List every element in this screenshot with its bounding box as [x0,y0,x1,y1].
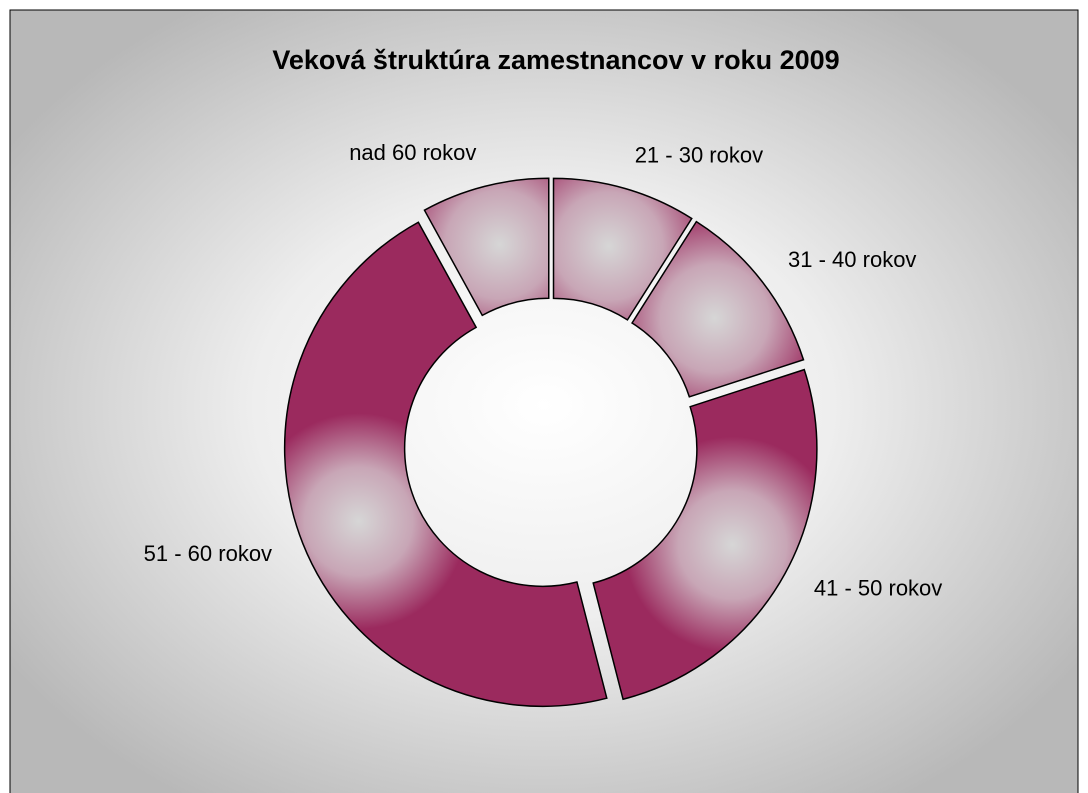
chart-title: Veková štruktúra zamestnancov v roku 200… [272,45,839,75]
donut-segment [631,220,805,398]
segment-label: 31 - 40 rokov [788,247,916,272]
segment-label: 51 - 60 rokov [144,541,272,566]
donut-segment [592,368,818,701]
donut-segment [423,177,550,317]
segment-label: nad 60 rokov [349,140,476,165]
segment-label: 41 - 50 rokov [814,575,942,600]
donut-segment [283,221,608,708]
donut-segment [552,177,693,321]
segment-label: 21 - 30 rokov [635,143,763,168]
